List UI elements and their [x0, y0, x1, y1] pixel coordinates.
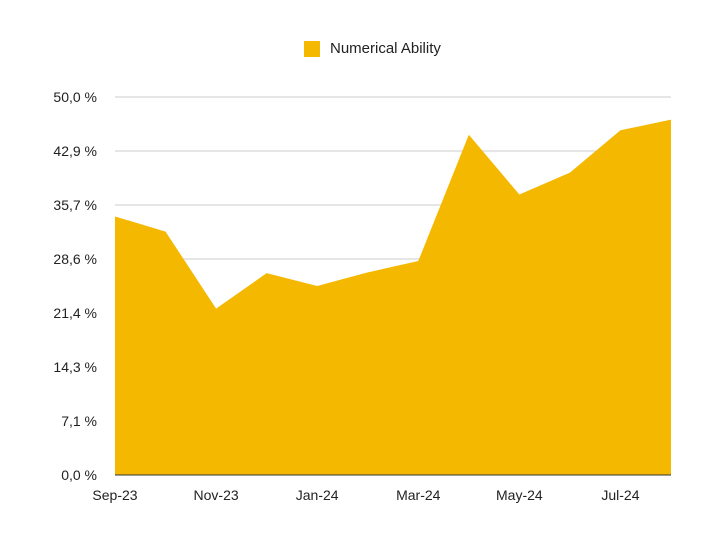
- y-tick-label: 0,0 %: [61, 467, 97, 483]
- x-tick-label: Jul-24: [601, 487, 639, 503]
- y-tick-label: 42,9 %: [53, 143, 97, 159]
- y-tick-label: 50,0 %: [53, 89, 97, 105]
- y-tick-label: 7,1 %: [61, 413, 97, 429]
- area-series-0: [115, 119, 671, 476]
- y-tick-label: 21,4 %: [53, 305, 97, 321]
- x-tick-label: May-24: [496, 487, 543, 503]
- x-tick-label: Nov-23: [194, 487, 239, 503]
- x-tick-label: Sep-23: [92, 487, 137, 503]
- y-tick-label: 35,7 %: [53, 197, 97, 213]
- x-tick-label: Mar-24: [396, 487, 441, 503]
- y-tick-label: 28,6 %: [53, 251, 97, 267]
- x-tick-label: Jan-24: [296, 487, 339, 503]
- legend-label: Numerical Ability: [330, 40, 441, 57]
- legend: Numerical Ability: [304, 40, 441, 57]
- legend-swatch: [304, 40, 320, 57]
- y-tick-label: 14,3 %: [53, 359, 97, 375]
